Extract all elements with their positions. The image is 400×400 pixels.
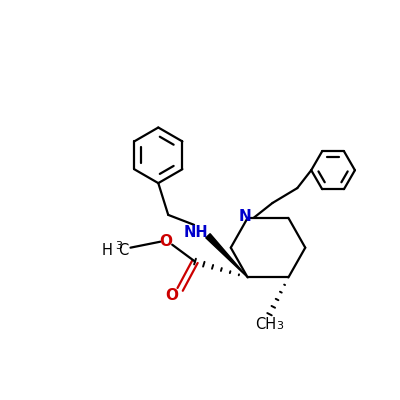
Text: H: H: [102, 243, 113, 258]
Polygon shape: [206, 234, 248, 278]
Text: 3: 3: [276, 321, 283, 331]
Text: O: O: [160, 234, 173, 249]
Text: O: O: [166, 288, 179, 303]
Text: NH: NH: [184, 225, 208, 240]
Text: CH: CH: [255, 317, 276, 332]
Text: C: C: [118, 243, 129, 258]
Text: 3: 3: [116, 241, 122, 251]
Text: N: N: [238, 209, 251, 224]
